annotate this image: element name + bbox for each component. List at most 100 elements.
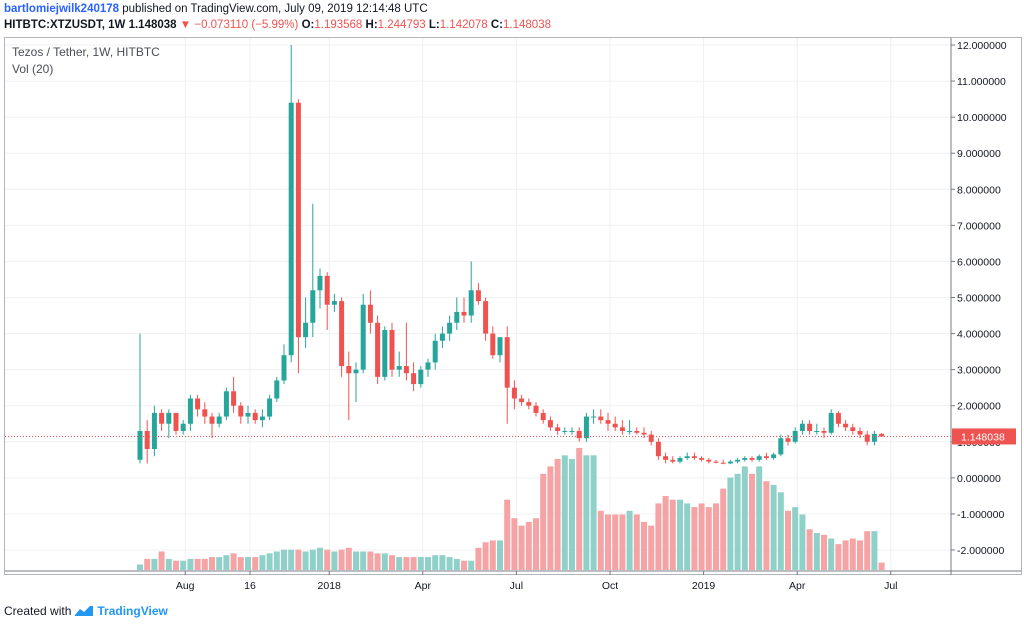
last-price-label: 1.148038 [961, 431, 1005, 443]
price-tick-label: -1.000000 [957, 509, 1004, 521]
volume-bar [691, 507, 698, 570]
volume-bar [425, 557, 431, 570]
candle-body [663, 456, 669, 460]
open-value: 1.193568 [314, 19, 363, 31]
volume-bar [403, 557, 410, 570]
candle-body [619, 427, 625, 431]
time-tick-label: Apr [789, 580, 806, 592]
volume-bar [374, 553, 381, 570]
candle-body [180, 423, 186, 431]
candle-body [670, 459, 676, 462]
volume-bar [461, 560, 467, 570]
candle-body [843, 423, 849, 428]
candle-body [173, 412, 179, 431]
close-value: 1.148038 [503, 19, 551, 31]
candle-body [569, 430, 575, 432]
volume-bar [554, 459, 561, 570]
volume-bar [497, 540, 503, 570]
volume-bar [237, 557, 244, 570]
candle-body [238, 405, 244, 417]
candle-body [583, 416, 589, 439]
price-tick-label: 5.000000 [957, 293, 1001, 305]
chart-frame[interactable] [4, 37, 1022, 575]
time-tick-label: Apr [415, 580, 432, 592]
candle-body [195, 398, 201, 410]
volume-bar [756, 466, 763, 570]
candle-body [562, 430, 568, 432]
volume-bar [216, 557, 223, 570]
volume-bar [209, 557, 215, 570]
volume-bar [317, 547, 323, 570]
candle-body [605, 420, 611, 424]
candle-body [411, 373, 417, 385]
candle-body [821, 430, 827, 433]
candle-body [331, 301, 337, 305]
volume-bar [331, 551, 338, 570]
candle-body [310, 290, 316, 323]
price-tick-label: 2.000000 [957, 401, 1001, 413]
candle-body [324, 275, 330, 305]
volume-bar [662, 496, 669, 570]
time-tick-label: Jul [510, 580, 523, 592]
candle-body [159, 412, 165, 424]
footer: Created with TradingView [4, 604, 168, 618]
volume-bar [525, 521, 532, 570]
created-with-text: Created with [4, 604, 72, 618]
candle-body [540, 412, 546, 421]
candle-body [778, 438, 784, 455]
candle-body [749, 458, 755, 460]
candle-body [699, 458, 705, 460]
volume-bar [468, 560, 475, 570]
volume-bar [266, 553, 273, 570]
candle-body [555, 427, 561, 431]
volume-bar [201, 558, 208, 570]
candle-body [475, 290, 481, 302]
candle-body [713, 461, 719, 463]
candle-body [814, 430, 820, 432]
volume-bar [302, 551, 309, 570]
volume-bar [410, 557, 417, 570]
volume-bar [489, 540, 496, 570]
price-tick-label: 11.000000 [957, 76, 1006, 88]
volume-bar [345, 547, 352, 570]
candle-body [612, 423, 618, 428]
volume-bar [569, 459, 575, 570]
tradingview-brand[interactable]: TradingView [97, 604, 168, 618]
volume-bar [878, 562, 885, 570]
volume-bar [439, 555, 446, 570]
price-tick-label: 12.000000 [957, 40, 1007, 52]
volume-bar [626, 510, 633, 570]
author-link[interactable]: bartlomiejwilk240178 [4, 3, 120, 15]
volume-bar [417, 557, 424, 570]
volume-bar [698, 503, 705, 570]
volume-bar [173, 560, 179, 570]
volume-bar [720, 488, 727, 570]
volume-bar [633, 514, 640, 570]
price-tick-label: 9.000000 [957, 148, 1001, 160]
candle-body [706, 459, 712, 462]
volume-bar [777, 492, 784, 570]
volume-bar [309, 549, 316, 570]
candle-body [382, 329, 388, 377]
low-label: L: [428, 19, 440, 31]
candle-body [763, 456, 769, 459]
candle-body [151, 412, 157, 449]
volume-bar [511, 518, 518, 570]
down-arrow-icon: ▼ [179, 19, 192, 31]
volume-bar [324, 549, 331, 570]
volume-bar [446, 557, 453, 570]
volume-bar [223, 555, 230, 570]
volume-bar [864, 531, 871, 570]
candle-body [497, 337, 503, 356]
volume-bar [194, 558, 201, 570]
volume-bar [432, 555, 439, 570]
volume-bar [252, 557, 259, 570]
volume-bar [763, 481, 770, 570]
high-label: H: [365, 19, 378, 31]
price-tick-label: 4.000000 [957, 329, 1001, 341]
published-text: published on TradingView.com, July 09, 2… [122, 3, 428, 15]
candle-body [425, 362, 431, 370]
time-tick-label: Aug [176, 580, 195, 592]
candle-body [439, 333, 445, 341]
